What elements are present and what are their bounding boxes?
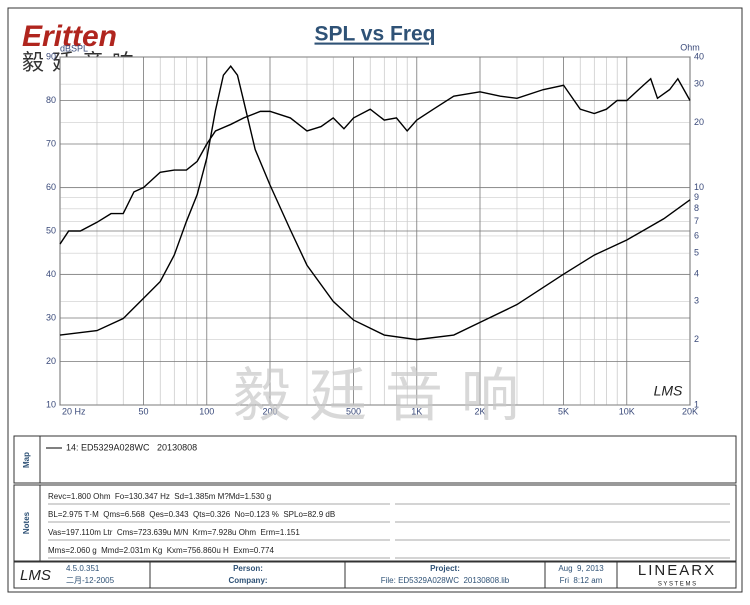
data-line (59, 77, 691, 245)
y-tick-label: 20 (46, 356, 56, 366)
x-tick-label: 500 (346, 406, 361, 416)
y2-tick-label: 3 (694, 296, 699, 306)
x-tick-label: 100 (199, 406, 214, 416)
y-tick-label: 80 (46, 95, 56, 105)
chart-title: SPL vs Freq (315, 23, 436, 46)
notes-panel (13, 484, 737, 562)
x-tick-label: 5K (558, 406, 569, 416)
y-tick-label: 10 (46, 399, 56, 409)
note-line: Mms=2.060 g Mmd=2.031m Kg Kxm=756.860u H… (48, 546, 274, 555)
footer-software: LMS (20, 567, 51, 584)
logo-brand: Eritten (22, 20, 117, 53)
y2-tick-label: 10 (694, 182, 704, 192)
y2-axis-label: Ohm (680, 42, 700, 52)
watermark: 毅廷音响 (233, 363, 537, 428)
y-tick-label: 70 (46, 138, 56, 148)
footer-time: Fri 8:12 am (560, 576, 603, 585)
y2-tick-label: 9 (694, 192, 699, 202)
y2-tick-label: 4 (694, 269, 699, 279)
notes-label: Notes (22, 511, 31, 534)
x-tick-label: 20K (682, 406, 698, 416)
map-panel (13, 435, 737, 484)
footer-company: Company: (228, 576, 267, 585)
data-line (59, 65, 691, 341)
y-tick-label: 60 (46, 182, 56, 192)
y2-tick-label: 20 (694, 117, 704, 127)
outer-frame (7, 7, 743, 593)
x-tick-label: 10K (619, 406, 635, 416)
footer-vendor-sub: S Y S T E M S (658, 582, 696, 588)
y-tick-label: 50 (46, 225, 56, 235)
y-tick-label: 30 (46, 312, 56, 322)
y2-tick-label: 7 (694, 216, 699, 226)
x-tick-label: 20 Hz (62, 406, 86, 416)
x-tick-label: 1K (411, 406, 422, 416)
y2-tick-label: 8 (694, 203, 699, 213)
y2-tick-label: 2 (694, 334, 699, 344)
y2-tick-label: 30 (694, 79, 704, 89)
note-line: BL=2.975 T·M Qms=6.568 Qes=0.343 Qts=0.3… (48, 510, 335, 519)
footer-date: Aug 9, 2013 (558, 564, 604, 573)
note-line: Revc=1.800 Ohm Fo=130.347 Hz Sd=1.385m M… (48, 492, 271, 501)
footer-project: Project: (430, 564, 460, 573)
y2-tick-label: 1 (694, 399, 699, 409)
legend-entry: 14: ED5329A028WC 20130808 (66, 442, 197, 452)
annotation: LMS (654, 383, 683, 399)
notes-lines: Revc=1.800 Ohm Fo=130.347 Hz Sd=1.385m M… (48, 492, 730, 559)
map-label: Map (22, 452, 31, 468)
footer (13, 561, 737, 589)
y-tick-label: 90 (46, 51, 56, 61)
footer-vendor: LINEARX (638, 562, 716, 579)
footer-file: File: ED5329A028WC 20130808.lib (381, 576, 510, 585)
y2-tick-label: 40 (694, 51, 704, 61)
footer-version: 4.5.0.351 (66, 564, 100, 573)
x-tick-label: 50 (139, 406, 149, 416)
x-tick-label: 2K (474, 406, 485, 416)
footer-build-date: 二月-12-2005 (66, 576, 115, 585)
x-tick-label: 200 (262, 406, 277, 416)
y-axis-label: dBSPL (60, 43, 88, 53)
note-line: Vas=197.110m Ltr Cms=723.639u M/N Krm=7.… (48, 528, 300, 537)
y-tick-label: 40 (46, 269, 56, 279)
plot-area: 20 Hz 50 100 200 500 1K 2K 5K 10K 20K 10 20 30 40 50 60… (46, 51, 704, 416)
y2-tick-label: 6 (694, 230, 699, 240)
y2-tick-label: 5 (694, 248, 699, 258)
footer-person: Person: (233, 564, 263, 573)
